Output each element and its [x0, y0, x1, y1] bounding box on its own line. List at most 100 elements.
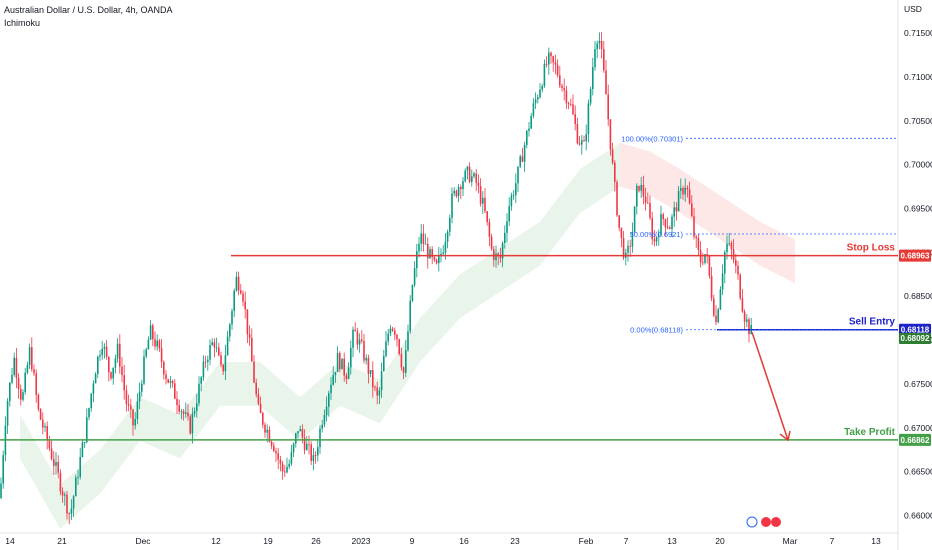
y-tick-label: 0.67000	[904, 423, 932, 433]
candle-body	[530, 115, 532, 129]
candle-body	[444, 241, 447, 253]
projection-arrow-line	[751, 331, 789, 441]
candle-body	[57, 462, 59, 473]
candle-body	[664, 219, 667, 228]
ichimoku-cloud-segment	[760, 221, 795, 284]
candle-body	[730, 243, 733, 250]
candle-body	[262, 413, 264, 425]
x-tick-label: 19	[263, 536, 273, 546]
candle-body	[605, 70, 607, 95]
candle-body	[202, 361, 205, 378]
candle-body	[209, 345, 211, 360]
candle-body	[242, 293, 244, 302]
candle-body	[440, 253, 442, 256]
candle-body	[319, 428, 321, 448]
candle-body	[631, 232, 634, 247]
candle-body	[358, 339, 361, 345]
candle-body	[746, 319, 748, 322]
candle-body	[640, 184, 642, 191]
candle-body	[361, 339, 363, 342]
candle-body	[741, 298, 744, 312]
candle-body	[20, 388, 22, 400]
candle-body	[708, 255, 711, 276]
candle-body	[356, 331, 359, 345]
candle-body	[475, 173, 477, 183]
candle-body	[213, 342, 216, 348]
candle-body	[482, 197, 484, 204]
candle-body	[563, 88, 565, 91]
candle-body	[92, 383, 95, 394]
candle-body	[398, 339, 400, 354]
y-tick-label: 0.70500	[904, 116, 932, 126]
candle-body	[77, 477, 79, 478]
candle-body	[226, 336, 229, 356]
candle-body	[72, 496, 75, 509]
candle-body	[666, 227, 669, 229]
candle-body	[44, 426, 46, 428]
candle-body	[567, 103, 570, 105]
candle-body	[165, 374, 167, 380]
candle-body	[281, 463, 284, 472]
ichimoku-cloud-segment	[140, 397, 180, 459]
ichimoku-cloud-segment	[340, 362, 380, 424]
candle-body	[638, 185, 640, 191]
currency-label: USD	[904, 4, 922, 14]
candle-body	[424, 243, 427, 245]
candle-body	[438, 255, 440, 264]
ichimoku-cloud-segment	[220, 362, 260, 406]
y-tick-label: 0.68500	[904, 291, 932, 301]
candle-body	[519, 156, 521, 167]
y-tick-label: 0.66000	[904, 510, 932, 520]
candle-body	[90, 393, 92, 409]
candle-body	[526, 130, 528, 145]
candle-body	[26, 365, 29, 373]
candle-body	[495, 253, 497, 261]
candle-body	[660, 214, 662, 236]
candle-body	[116, 343, 119, 359]
candle-body	[141, 383, 143, 392]
candle-body	[101, 348, 103, 356]
candle-body	[191, 413, 194, 434]
candle-body	[185, 412, 187, 414]
candle-body	[339, 353, 341, 370]
candle-body	[409, 300, 411, 332]
candle-body	[119, 343, 121, 367]
y-tick-label: 0.71000	[904, 72, 932, 82]
candle-body	[435, 259, 438, 264]
candle-body	[363, 341, 365, 361]
candle-body	[33, 369, 35, 374]
candle-body	[702, 262, 704, 264]
level-price-badge	[899, 249, 931, 262]
candle-body	[387, 333, 389, 342]
candle-body	[515, 183, 517, 196]
x-tick-label: 21	[57, 536, 67, 546]
candle-body	[244, 301, 246, 310]
candle-body	[81, 442, 84, 458]
ichimoku-cloud-segment	[680, 169, 720, 240]
candle-body	[541, 86, 543, 90]
ichimoku-cloud-segment	[300, 362, 340, 441]
candle-body	[231, 310, 233, 325]
candle-body	[112, 367, 114, 379]
y-tick-label: 0.66500	[904, 467, 932, 477]
y-tick-label: 0.67500	[904, 379, 932, 389]
candle-body	[189, 416, 191, 434]
candle-body	[653, 239, 656, 242]
candle-body	[587, 103, 590, 135]
candle-body	[462, 181, 464, 190]
candle-body	[257, 394, 260, 405]
candle-body	[79, 457, 81, 478]
candle-body	[677, 190, 680, 212]
candle-body	[554, 62, 557, 65]
candle-body	[647, 202, 649, 204]
candle-body	[629, 245, 631, 247]
candle-body	[407, 331, 409, 351]
candle-body	[671, 216, 673, 230]
candle-body	[748, 319, 750, 335]
candle-body	[539, 89, 541, 98]
x-tick-label: 7	[830, 536, 835, 546]
candle-body	[114, 358, 117, 368]
x-tick-label: 20	[715, 536, 725, 546]
candle-body	[167, 379, 169, 383]
